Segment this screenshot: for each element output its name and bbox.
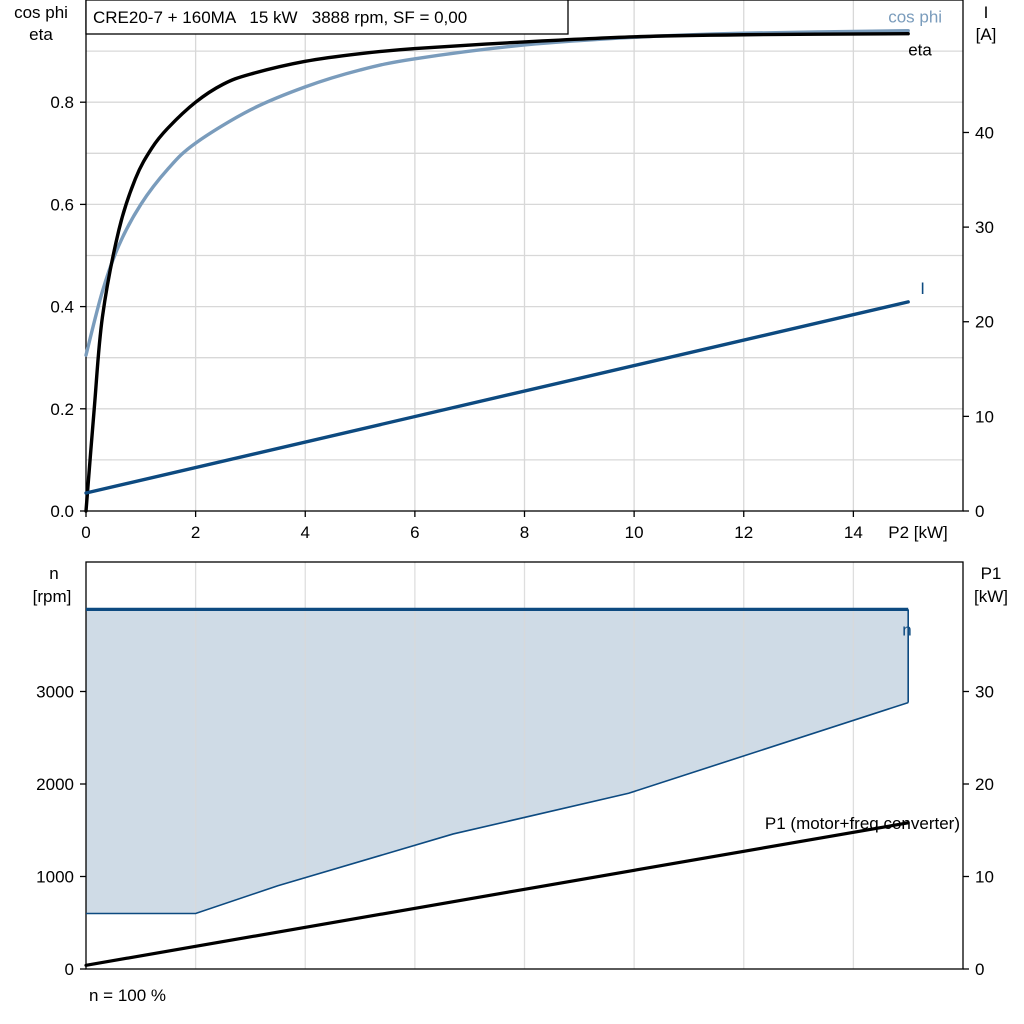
top-y-right-tick-label: 0 — [975, 502, 984, 521]
bottom-y-ticks-left: 0 1000 2000 3000 — [36, 683, 86, 979]
title-box — [85, 0, 569, 35]
chart-title: CRE20-7 + 160MA 15 kW 3888 rpm, SF = 0,0… — [93, 8, 467, 27]
speed-range-area — [86, 609, 909, 914]
bottom-ylabel-left-1: n — [49, 564, 58, 583]
series-line-I — [84, 300, 910, 495]
bottom-y-ticks-right: 0 10 20 30 — [963, 683, 994, 979]
bottom-y-right-tick-label: 10 — [975, 868, 994, 887]
top-y-ticks-left: 0.0 0.2 0.4 0.6 0.8 — [50, 93, 86, 521]
top-x-tick-label: 6 — [410, 523, 419, 542]
series-label-cos-phi: cos phi — [888, 8, 942, 27]
bottom-ylabel-right-1: P1 — [981, 564, 1002, 583]
series-line-P1 — [84, 821, 910, 967]
top-y-left-tick-label: 0.0 — [50, 502, 74, 521]
bottom-y-right-tick-label: 0 — [975, 960, 984, 979]
speed-min-line — [86, 701, 909, 915]
top-y-left-tick-label: 0.4 — [50, 298, 74, 317]
top-series: cos phi eta I — [84, 8, 942, 513]
top-ylabel-right-2: [A] — [976, 25, 997, 44]
top-x-tick-label: 10 — [625, 523, 644, 542]
bottom-ylabel-right-2: [kW] — [974, 587, 1008, 606]
top-y-ticks-right: 0 10 20 30 40 — [963, 123, 994, 521]
bottom-y-left-tick-label: 3000 — [36, 683, 74, 702]
bottom-y-left-tick-label: 2000 — [36, 775, 74, 794]
top-x-tick-label: 4 — [301, 523, 310, 542]
bottom-area-fill — [86, 609, 909, 914]
top-y-right-tick-label: 10 — [975, 407, 994, 426]
series-label-eta: eta — [908, 41, 932, 60]
series-label-I: I — [920, 279, 925, 298]
bottom-ylabel-left-2: [rpm] — [33, 587, 72, 606]
bottom-y-left-tick-label: 0 — [65, 960, 74, 979]
bottom-y-right-tick-label: 30 — [975, 683, 994, 702]
top-y-left-tick-label: 0.2 — [50, 400, 74, 419]
top-grid — [86, 0, 963, 511]
top-chart: 0 2 4 6 8 10 12 14 0.0 0.2 0.4 0.6 0.8 0 10 20 30 40 co… — [14, 0, 996, 542]
top-ylabel-left-2: eta — [29, 25, 53, 44]
top-x-tick-label: 8 — [520, 523, 529, 542]
speed-note: n = 100 % — [89, 986, 166, 1005]
series-line-eta — [84, 32, 910, 513]
top-y-right-tick-label: 20 — [975, 313, 994, 332]
top-x-tick-label: 12 — [734, 523, 753, 542]
top-y-left-tick-label: 0.6 — [50, 195, 74, 214]
top-y-right-tick-label: 30 — [975, 218, 994, 237]
top-ylabel-left-1: cos phi — [14, 3, 68, 22]
bottom-plot-frame — [85, 561, 964, 970]
top-ylabel-right-1: I — [984, 3, 989, 22]
series-label-P1: P1 (motor+freq converter) — [765, 814, 960, 833]
top-x-tick-label: 2 — [191, 523, 200, 542]
top-x-tick-label: 0 — [81, 523, 90, 542]
bottom-y-left-tick-label: 1000 — [36, 868, 74, 887]
top-x-ticks: 0 2 4 6 8 10 12 14 — [81, 511, 863, 542]
top-x-tick-label: 14 — [844, 523, 863, 542]
bottom-chart: 0 1000 2000 3000 0 10 20 30 n P1 (motor+freq co… — [33, 561, 1008, 1005]
top-y-right-tick-label: 40 — [975, 123, 994, 142]
top-xlabel: P2 [kW] — [888, 523, 948, 542]
series-label-n: n — [902, 620, 911, 639]
bottom-y-right-tick-label: 20 — [975, 775, 994, 794]
bottom-grid — [194, 562, 855, 969]
top-y-left-tick-label: 0.8 — [50, 93, 74, 112]
bottom-series: n P1 (motor+freq converter) — [84, 607, 960, 967]
